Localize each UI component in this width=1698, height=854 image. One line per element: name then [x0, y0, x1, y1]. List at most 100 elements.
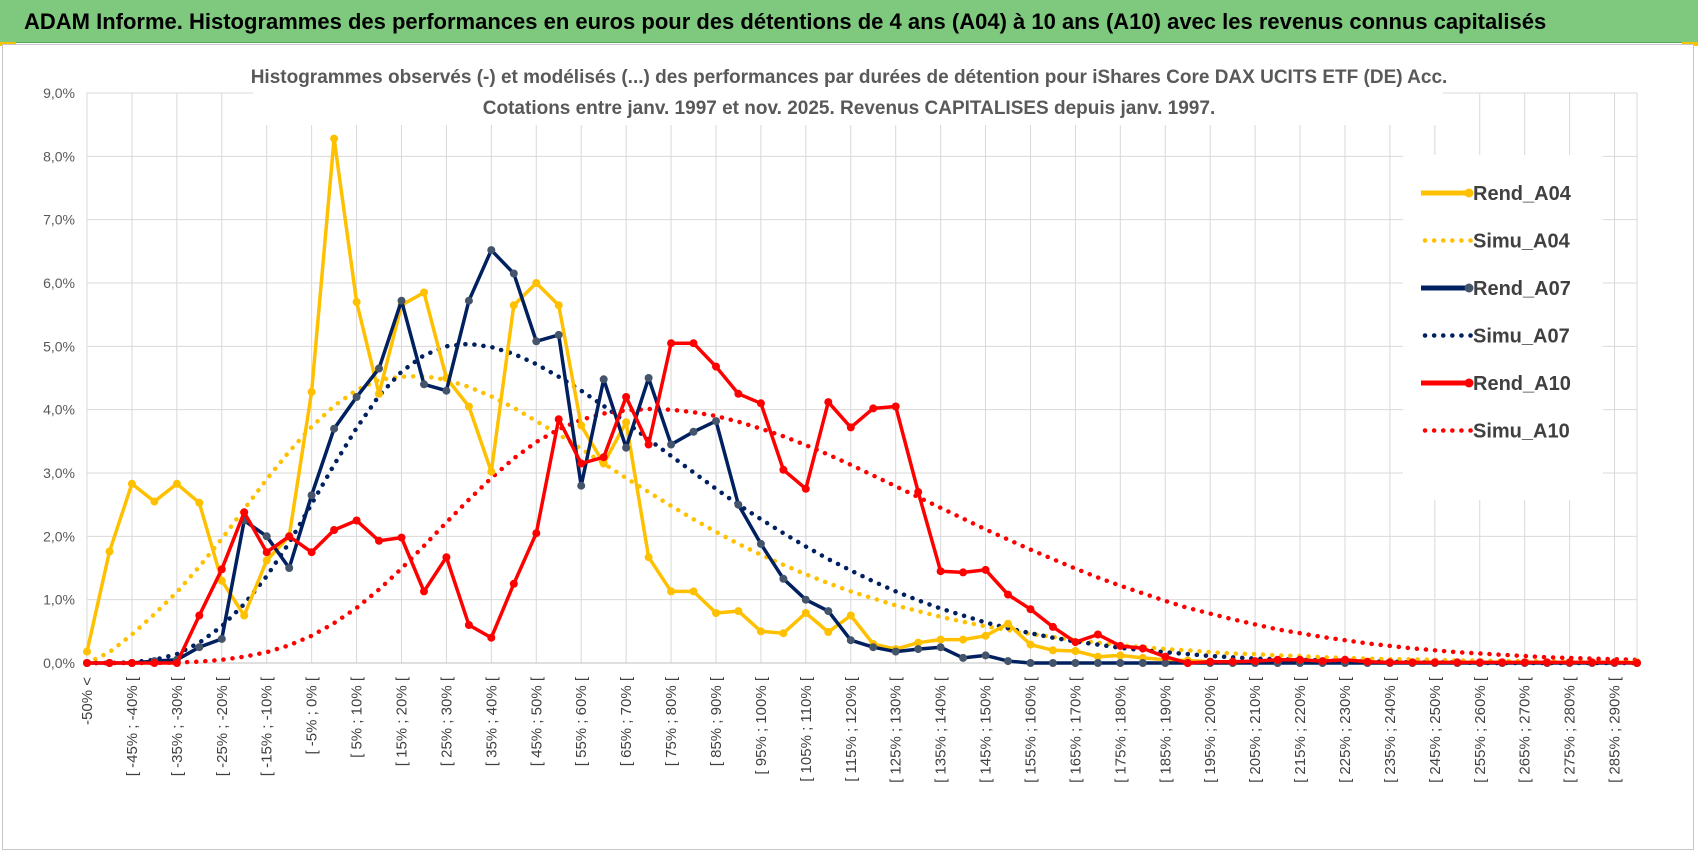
legend-item: Simu_A04: [1422, 231, 1571, 253]
data-point: [1206, 657, 1215, 666]
data-point: [936, 567, 945, 576]
legend: Rend_A04 Simu_A04 Rend_A07 Simu_A07 Rend_A10…: [1403, 155, 1603, 500]
y-tick-label: 7,0%: [43, 212, 75, 228]
data-point: [172, 659, 181, 667]
page-title: ADAM Informe. Histogrammes des performan…: [0, 0, 1698, 43]
data-point: [1093, 630, 1102, 639]
y-tick-label: 1,0%: [43, 592, 75, 608]
y-tick-label: 5,0%: [43, 338, 75, 354]
legend-item: Rend_A10: [1421, 373, 1571, 395]
data-point: [914, 488, 923, 496]
data-point: [1048, 659, 1057, 667]
data-point: [622, 418, 631, 427]
data-point: [150, 497, 159, 506]
data-point: [1251, 657, 1260, 666]
x-tick-label: [ 175% ; 180% [: [1112, 676, 1129, 783]
data-point: [644, 374, 653, 382]
x-tick-label: [ 25% ; 30% [: [438, 676, 455, 766]
x-axis: -50% < [ -45% ; -40% [[ -35% ; -30% [[ -2…: [79, 676, 1624, 783]
data-point: [554, 301, 563, 310]
data-point: [217, 634, 226, 643]
y-tick-label: 3,0%: [43, 465, 75, 481]
data-point: [554, 415, 563, 424]
data-point: [779, 465, 788, 474]
x-tick-label: [ 55% ; 60% [: [573, 676, 590, 766]
data-point: [420, 288, 428, 297]
legend-marker: [1464, 283, 1474, 293]
data-point: [667, 587, 676, 596]
chart-title-background: [253, 63, 1443, 125]
data-point: [330, 134, 339, 143]
data-point: [1228, 657, 1237, 666]
y-tick-label: 2,0%: [43, 528, 75, 544]
series-line: [84, 373, 1640, 666]
x-tick-label: [ 125% ; 130% [: [888, 676, 905, 783]
x-tick-label: [ -25% ; -20% [: [214, 676, 231, 776]
data-point: [981, 631, 990, 640]
data-point: [1408, 658, 1417, 667]
data-point: [577, 459, 586, 468]
data-point: [644, 553, 653, 562]
x-tick-label: [ 255% ; 260% [: [1472, 676, 1489, 783]
chart-title: Histogrammes observés (-) et modélisés (…: [251, 67, 1448, 88]
legend-item: Simu_A10: [1422, 421, 1570, 443]
data-point: [509, 301, 518, 310]
data-point: [959, 568, 968, 577]
x-tick-label: [ 75% ; 80% [: [663, 676, 680, 766]
data-point: [1161, 659, 1170, 667]
data-point: [105, 547, 114, 556]
data-point: [756, 399, 765, 408]
x-tick-label: [ 225% ; 230% [: [1337, 676, 1354, 783]
data-point: [1071, 638, 1080, 647]
y-tick-label: 6,0%: [43, 275, 75, 291]
data-point: [824, 398, 833, 407]
data-point: [217, 576, 226, 585]
x-tick-label: [ 185% ; 190% [: [1157, 676, 1174, 783]
data-point: [172, 479, 181, 488]
data-point: [891, 647, 900, 656]
data-point: [1520, 658, 1529, 667]
data-point: [689, 587, 698, 596]
data-point: [420, 380, 428, 389]
data-point: [397, 296, 406, 305]
x-tick-label: [ 265% ; 270% [: [1517, 676, 1534, 783]
x-tick-label: [ 205% ; 210% [: [1247, 676, 1264, 783]
y-axis: 0,0% 1,0% 2,0% 3,0% 4,0% 5,0% 6,0% 7,0% 8,0% 9,0%: [43, 85, 75, 671]
series-rend-a10: [83, 339, 1641, 667]
data-point: [914, 645, 923, 654]
y-tick-label: 0,0%: [43, 655, 75, 671]
data-point: [869, 404, 878, 413]
data-point: [1498, 658, 1507, 667]
x-tick-label: -50% <: [79, 677, 96, 725]
data-point: [352, 516, 361, 525]
data-point: [1273, 655, 1282, 664]
data-point: [1453, 658, 1462, 667]
data-point: [1430, 658, 1439, 667]
data-point: [487, 467, 496, 476]
data-point: [1138, 644, 1147, 653]
data-point: [734, 500, 743, 509]
data-point: [464, 296, 473, 305]
data-point: [509, 579, 518, 588]
data-point: [352, 393, 361, 401]
series-line: [84, 406, 1640, 666]
data-point: [981, 565, 990, 574]
data-point: [936, 643, 945, 652]
data-point: [1385, 658, 1394, 667]
data-point: [464, 402, 473, 411]
data-point: [532, 279, 541, 287]
data-point: [667, 339, 676, 348]
x-tick-label: [ 35% ; 40% [: [483, 676, 500, 766]
data-point: [1026, 605, 1035, 614]
data-point: [127, 479, 136, 488]
data-point: [779, 629, 788, 638]
x-tick-label: [ 245% ; 250% [: [1427, 676, 1444, 783]
legend-item: Simu_A07: [1422, 326, 1570, 348]
data-point: [756, 539, 765, 548]
x-tick-label: [ 235% ; 240% [: [1382, 676, 1399, 783]
data-point: [1610, 658, 1619, 667]
data-point: [1071, 659, 1080, 667]
data-point: [824, 607, 833, 616]
data-point: [1093, 652, 1102, 661]
data-point: [891, 402, 900, 411]
